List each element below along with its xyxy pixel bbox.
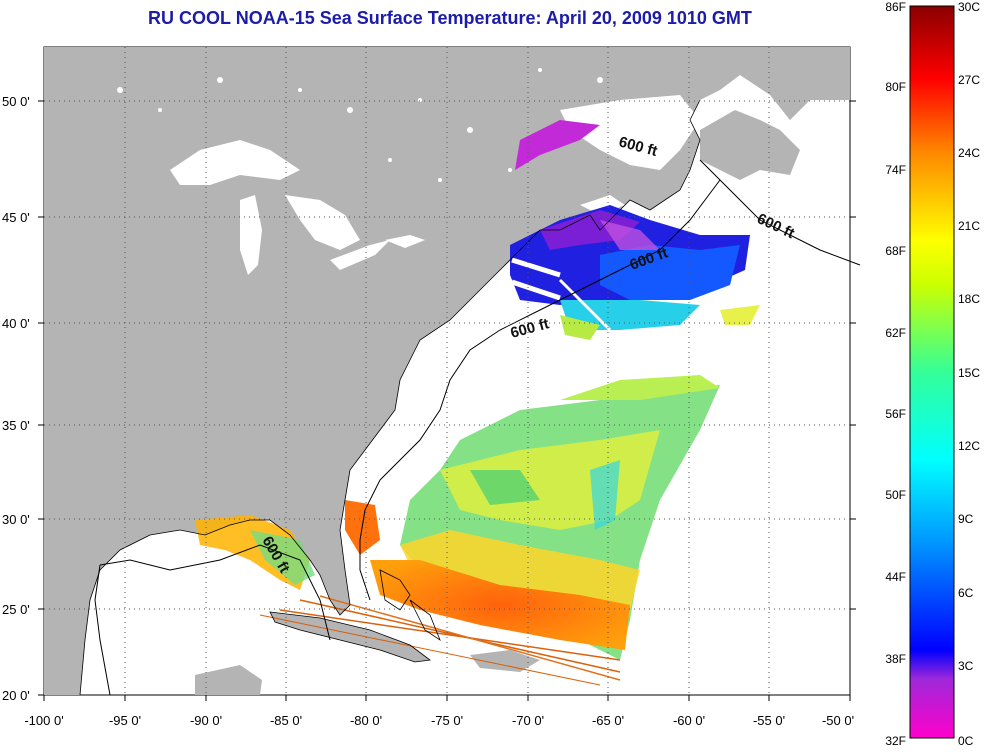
- colorbar-c-label: 12C: [958, 439, 980, 453]
- lat-tick-label: 20 0': [2, 688, 30, 703]
- lat-tick-label: 35 0': [2, 418, 30, 433]
- colorbar-c-label: 6C: [958, 586, 974, 600]
- lat-tick-label: 45 0': [2, 210, 30, 225]
- lon-tick-label: -65 0': [592, 713, 624, 728]
- lon-tick-label: -70 0': [512, 713, 544, 728]
- lon-tick-label: -90 0': [190, 713, 222, 728]
- colorbar-c-label: 21C: [958, 219, 980, 233]
- land-cuba: [270, 612, 430, 662]
- colorbar-c-label: 3C: [958, 659, 974, 673]
- colorbar-f-label: 50F: [885, 488, 906, 502]
- colorbar-c-label: 27C: [958, 73, 980, 87]
- colorbar-c-label: 15C: [958, 366, 980, 380]
- lon-tick-label: -50 0': [822, 713, 854, 728]
- colorbar-f-label: 74F: [885, 163, 906, 177]
- colorbar-f-label: 44F: [885, 570, 906, 584]
- colorbar-f-label: 62F: [885, 326, 906, 340]
- land-hispaniola: [470, 650, 540, 672]
- lake-ontario: [385, 235, 425, 248]
- land-newfoundland: [700, 110, 800, 180]
- lake-superior: [170, 140, 300, 185]
- colorbar-c-label: 30C: [958, 0, 980, 14]
- colorbar: [909, 5, 955, 739]
- colorbar-c-label: 0C: [958, 734, 974, 748]
- axis-ticks: [38, 100, 856, 701]
- land-yucatan: [195, 665, 262, 695]
- lon-tick-label: -95 0': [109, 713, 141, 728]
- coastlines: [79, 99, 701, 696]
- colorbar-celsius: 30C 27C 24C 21C 18C 15C 12C 9C 6C 3C 0C: [958, 0, 980, 748]
- lon-tick-label: -75 0': [431, 713, 463, 728]
- colorbar-f-label: 86F: [885, 0, 906, 14]
- colorbar-f-label: 80F: [885, 80, 906, 94]
- map-title: RU COOL NOAA-15 Sea Surface Temperature:…: [148, 8, 752, 28]
- lat-tick-label: 40 0': [2, 316, 30, 331]
- colorbar-f-label: 32F: [885, 734, 906, 748]
- lon-labels: -100 0' -95 0' -90 0' -85 0' -80 0' -75 …: [24, 713, 854, 728]
- lake-erie: [330, 240, 390, 270]
- gridlines: [44, 47, 850, 695]
- lon-tick-label: -55 0': [753, 713, 785, 728]
- lake-huron: [285, 195, 360, 250]
- colorbar-f-label: 68F: [885, 244, 906, 258]
- lat-labels: 50 0' 45 0' 40 0' 35 0' 30 0' 25 0' 20 0…: [2, 94, 30, 703]
- small-lakes: [117, 68, 603, 182]
- colorbar-c-label: 18C: [958, 292, 980, 306]
- lat-tick-label: 25 0': [2, 602, 30, 617]
- colorbar-f-label: 56F: [885, 407, 906, 421]
- isobath-600ft: [94, 159, 861, 696]
- colorbar-f-label: 38F: [885, 652, 906, 666]
- gulf-st-lawrence: [560, 95, 700, 170]
- lat-tick-label: 50 0': [2, 94, 30, 109]
- lon-tick-label: -85 0': [270, 713, 302, 728]
- lon-tick-label: -80 0': [350, 713, 382, 728]
- bay-of-fundy: [580, 195, 625, 215]
- bahamas: [379, 569, 441, 642]
- sst-swath-north: [510, 120, 760, 340]
- lat-tick-label: 30 0': [2, 512, 30, 527]
- lon-tick-label: -60 0': [673, 713, 705, 728]
- colorbar-c-label: 24C: [958, 146, 980, 160]
- lake-michigan: [240, 195, 262, 275]
- sst-swath-south: [195, 375, 720, 686]
- colorbar-c-label: 9C: [958, 512, 974, 526]
- colorbar-fahrenheit: 86F 80F 74F 68F 62F 56F 50F 44F 38F 32F: [885, 0, 906, 748]
- lon-tick-label: -100 0': [24, 713, 63, 728]
